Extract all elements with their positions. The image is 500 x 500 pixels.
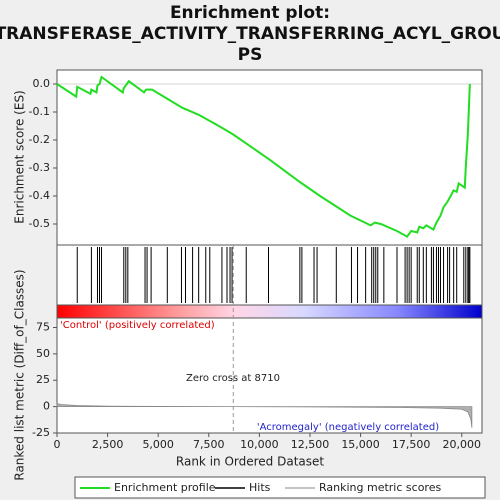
x-tick-label: 0 bbox=[54, 438, 61, 451]
y-tick-label: -0.4 bbox=[29, 189, 50, 202]
legend bbox=[74, 476, 486, 499]
x-tick-label: 17,500 bbox=[392, 438, 431, 451]
x-tick-label: 12,500 bbox=[291, 438, 330, 451]
title-line: TRANSFERASE_ACTIVITY_TRANSFERRING_ACYL_G… bbox=[0, 24, 500, 44]
hits-panel bbox=[56, 244, 483, 306]
y2-tick-label: 75 bbox=[36, 320, 50, 333]
annotation: 'Control' (positively correlated) bbox=[60, 320, 215, 331]
x-tick-label: 7,500 bbox=[193, 438, 225, 451]
annotation: 'Acromegaly' (negatively correlated) bbox=[257, 422, 439, 433]
title-line: PS bbox=[238, 45, 263, 65]
y-tick-label: -0.1 bbox=[29, 105, 50, 118]
y-axis-label: Enrichment score (ES) bbox=[13, 90, 27, 223]
y-tick-label: -0.5 bbox=[29, 217, 50, 230]
es-panel bbox=[56, 69, 483, 246]
x-axis-label: Rank in Ordered Dataset bbox=[176, 455, 324, 469]
x-tick-label: 5,000 bbox=[142, 438, 174, 451]
y2-tick-label: -25 bbox=[32, 426, 50, 439]
y-tick-label: -0.2 bbox=[29, 133, 50, 146]
legend-label: Ranking metric scores bbox=[319, 481, 441, 494]
title-line: Enrichment plot: bbox=[170, 3, 330, 23]
y2-tick-label: 25 bbox=[36, 373, 50, 386]
y-tick-label: -0.3 bbox=[29, 161, 50, 174]
metric-area bbox=[56, 402, 473, 428]
es-line bbox=[56, 75, 471, 238]
legend-label: Hits bbox=[249, 481, 271, 494]
legend-label: Enrichment profile bbox=[114, 481, 216, 494]
y2-tick-label: 50 bbox=[36, 347, 50, 360]
color-bar bbox=[56, 304, 483, 319]
metric-panel bbox=[56, 317, 483, 434]
x-tick-label: 15,000 bbox=[341, 438, 380, 451]
y2-axis-label: Ranked list metric (Diff_of_Classes) bbox=[13, 269, 27, 480]
x-tick-label: 10,000 bbox=[240, 438, 279, 451]
y-tick-label: 0.0 bbox=[33, 77, 51, 90]
y2-tick-label: 0 bbox=[43, 400, 50, 413]
x-tick-label: 2,500 bbox=[92, 438, 124, 451]
x-tick-label: 20,000 bbox=[443, 438, 482, 451]
